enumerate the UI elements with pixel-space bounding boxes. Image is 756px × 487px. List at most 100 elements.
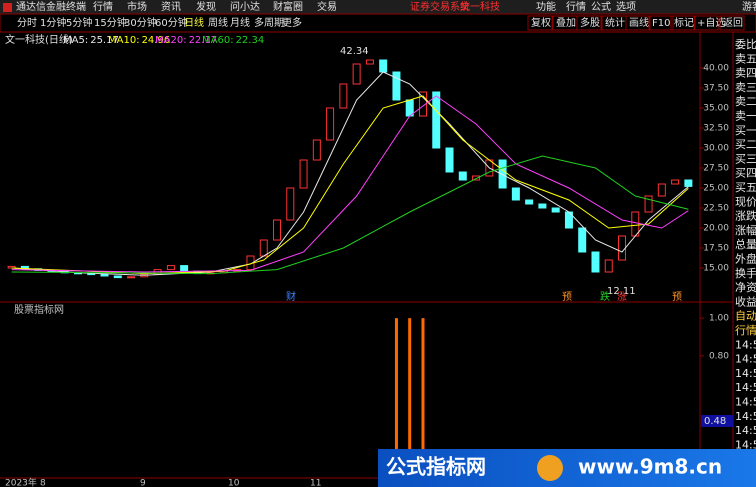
period-button[interactable]: 月线 xyxy=(230,16,250,29)
period-button[interactable]: 多周期 xyxy=(254,16,284,29)
broker[interactable]: 证券交易系统 xyxy=(410,0,470,13)
menu-item[interactable]: 功能 xyxy=(536,0,556,13)
tool-button[interactable]: 叠加 xyxy=(556,17,576,29)
event-marker: 预 xyxy=(672,291,682,303)
period-button[interactable]: 30分钟 xyxy=(124,16,157,29)
menu-item[interactable]: 交易 xyxy=(317,0,337,13)
tool-button-frame xyxy=(719,15,745,31)
menu-item[interactable]: 行情 xyxy=(93,0,113,13)
time-label: 9 xyxy=(140,479,146,487)
quote-label: 涨跌 xyxy=(735,209,756,223)
y-tick-label: 27.50 xyxy=(703,164,729,174)
menu-item[interactable]: 选项 xyxy=(616,0,636,13)
quote-label: 委比 xyxy=(735,38,756,51)
candle-body xyxy=(551,207,560,213)
candle-body xyxy=(113,275,122,279)
quote-label: 净资 xyxy=(735,280,756,294)
candle-body xyxy=(392,71,401,101)
period-button[interactable]: 1分钟 xyxy=(40,16,66,29)
indicator-bar xyxy=(408,318,412,478)
menu-item[interactable]: 问小达 xyxy=(230,0,260,13)
tool-button[interactable]: F10 xyxy=(652,18,670,29)
tool-button-frame xyxy=(527,15,553,31)
event-marker: 涨 xyxy=(617,291,627,303)
indicator-bar xyxy=(394,318,398,478)
candle-body xyxy=(445,147,454,173)
tool-button-frame xyxy=(576,15,602,31)
candle-body xyxy=(379,59,388,73)
tool-button-frame xyxy=(625,15,651,31)
tool-button[interactable]: 复权 xyxy=(531,16,551,29)
watermark-url: www.9m8.cn xyxy=(578,455,722,479)
y-tick-label: 1.00 xyxy=(709,314,729,324)
low-annotation: 12.11 xyxy=(607,286,636,297)
time-label: 11 xyxy=(310,479,321,487)
menu-item[interactable]: 公式 xyxy=(591,0,611,13)
tool-button[interactable]: +自选 xyxy=(697,16,725,29)
quote-label: 卖二 xyxy=(735,95,756,108)
y-tick-label: 22.50 xyxy=(703,204,729,214)
period-button[interactable]: 5分钟 xyxy=(66,16,92,29)
candle-body xyxy=(578,227,587,253)
event-marker: 跌 xyxy=(600,290,610,303)
tool-button[interactable]: 标记 xyxy=(674,17,694,29)
period-button[interactable]: 分时 xyxy=(17,17,37,29)
menu-item[interactable]: 发现 xyxy=(196,0,216,13)
tool-button[interactable]: 返回 xyxy=(723,17,743,29)
quote-label: 14:50 xyxy=(735,396,756,409)
quote-label: 14:50 xyxy=(735,424,756,437)
ma-line xyxy=(11,155,689,275)
indicator-bar xyxy=(421,318,425,478)
quote-label: 14:50 xyxy=(735,353,756,366)
high-annotation: 42.34 xyxy=(340,46,369,57)
candle-body xyxy=(472,175,481,181)
menu-item[interactable]: 行情 xyxy=(566,0,586,13)
candle-body xyxy=(127,276,136,279)
legend-entry: MA10: 24.96 xyxy=(108,35,170,46)
tool-button[interactable]: 统计 xyxy=(605,16,625,29)
period-button[interactable]: 15分钟 xyxy=(94,16,127,29)
quote-label: 收益 xyxy=(735,294,756,308)
period-button[interactable]: 60分钟 xyxy=(155,16,188,29)
tool-button[interactable]: 多股 xyxy=(580,16,600,29)
watermark-name: 公式指标网 xyxy=(386,455,486,479)
candle-body xyxy=(365,59,374,65)
candle-body xyxy=(418,91,427,117)
candle-body xyxy=(684,179,693,187)
y-tick-label: 15.00 xyxy=(703,264,729,274)
candle-body xyxy=(538,203,547,209)
app-name: 通达信金融终端 xyxy=(16,0,86,13)
indicator-title: 股票指标网 xyxy=(14,303,64,316)
tool-button-frame xyxy=(670,15,696,31)
legend-entry: MA5: 25.17 xyxy=(63,35,119,46)
menu-bar xyxy=(0,0,756,14)
legend-entry: MA20: 22.17 xyxy=(155,35,217,46)
quote-label: 14:50 xyxy=(735,410,756,423)
current-value: 0.48 xyxy=(704,416,726,427)
time-label: 8 xyxy=(40,479,46,487)
menu-item[interactable]: 财富圈 xyxy=(273,0,303,13)
candle-body xyxy=(352,63,361,85)
period-button[interactable]: 更多 xyxy=(282,16,302,29)
legend-name: MA5: xyxy=(63,35,88,46)
candle-body xyxy=(299,159,308,189)
user[interactable]: 游客 xyxy=(742,0,756,13)
menu-item[interactable]: 资讯 xyxy=(161,1,181,13)
y-tick-label: 40.00 xyxy=(703,64,729,74)
candle-body xyxy=(644,195,653,213)
tool-button[interactable]: 画线 xyxy=(629,16,649,29)
legend-value: 22.34 xyxy=(236,35,265,46)
watermark: 公式指标网 www.9m8.cn xyxy=(378,449,756,487)
y-tick-label: 32.50 xyxy=(703,124,729,134)
y-tick-label: 37.50 xyxy=(703,84,729,94)
candle-body xyxy=(657,183,666,197)
period-button[interactable]: 日线 xyxy=(184,16,204,29)
menu-item[interactable]: 市场 xyxy=(127,0,147,13)
candle-body xyxy=(458,171,467,181)
toolbar xyxy=(0,13,756,33)
period-button[interactable]: 周线 xyxy=(208,16,228,29)
quote-label: 卖一 xyxy=(735,110,756,123)
legend-value: 22.17 xyxy=(189,35,218,46)
tool-button-frame xyxy=(648,15,674,31)
